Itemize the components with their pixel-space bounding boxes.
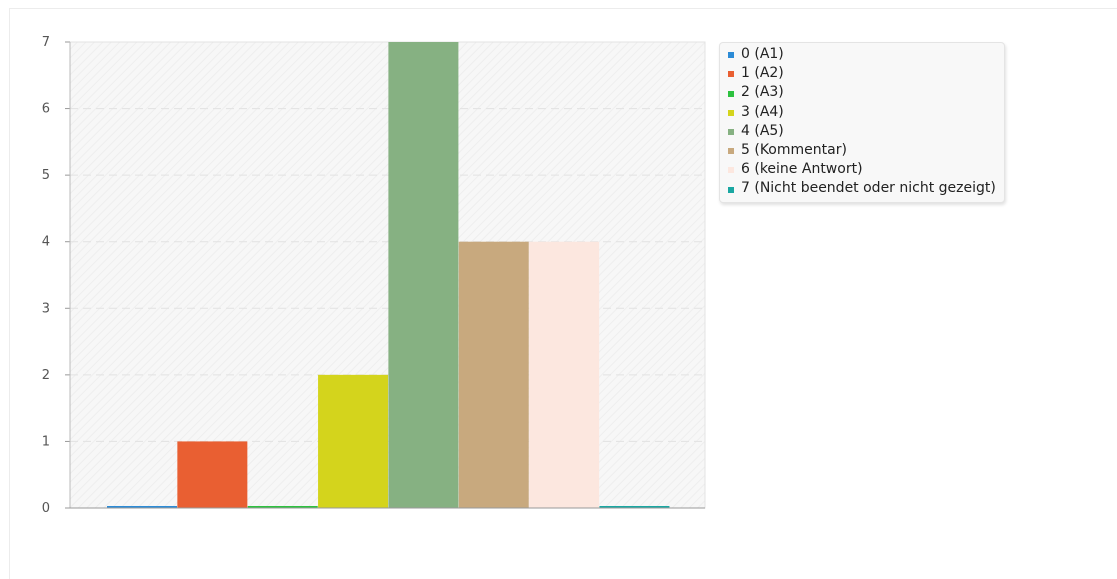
- legend-item[interactable]: 1 (A2): [728, 64, 996, 83]
- legend-label: 5 (Kommentar): [741, 142, 847, 159]
- legend-swatch: [728, 52, 734, 59]
- legend-item[interactable]: 7 (Nicht beendet oder nicht gezeigt): [728, 179, 996, 198]
- bar: [599, 506, 670, 509]
- legend-item[interactable]: 4 (A5): [728, 122, 996, 141]
- y-tick-label: 3: [42, 301, 50, 316]
- legend-swatch: [728, 109, 734, 116]
- bar: [388, 42, 459, 508]
- legend-item[interactable]: 3 (A4): [728, 103, 996, 122]
- y-tick-label: 2: [42, 368, 50, 383]
- bar: [107, 506, 177, 509]
- legend-label: 1 (A2): [741, 65, 784, 82]
- legend-swatch: [728, 148, 734, 155]
- bar: [458, 241, 529, 508]
- y-tick-label: 7: [42, 35, 50, 50]
- y-tick-label: 4: [42, 235, 50, 250]
- legend-label: 2 (A3): [741, 84, 784, 101]
- bar: [318, 374, 389, 508]
- bar: [247, 506, 318, 509]
- legend-label: 3 (A4): [741, 103, 784, 120]
- y-tick-label: 1: [42, 434, 50, 449]
- legend-item[interactable]: 2 (A3): [728, 83, 996, 102]
- legend-swatch: [728, 71, 734, 78]
- bar: [529, 241, 600, 508]
- legend-swatch: [728, 186, 734, 193]
- legend-label: 7 (Nicht beendet oder nicht gezeigt): [741, 180, 996, 197]
- legend-label: 6 (keine Antwort): [741, 161, 863, 178]
- legend-item[interactable]: 5 (Kommentar): [728, 141, 996, 160]
- chart-legend: 0 (A1) 1 (A2) 2 (A3) 3 (A4) 4 (A5) 5 (Komment…: [719, 42, 1005, 203]
- legend-item[interactable]: 6 (keine Antwort): [728, 160, 996, 179]
- y-tick-label: 5: [42, 168, 50, 183]
- legend-label: 0 (A1): [741, 46, 784, 62]
- legend-label: 4 (A5): [741, 122, 784, 139]
- bar: [177, 441, 248, 508]
- legend-swatch: [728, 90, 734, 97]
- legend-item[interactable]: 0 (A1): [728, 45, 996, 64]
- legend-swatch: [728, 167, 734, 174]
- y-tick-label: 0: [42, 501, 50, 516]
- y-tick-label: 6: [42, 102, 50, 117]
- legend-swatch: [728, 128, 734, 135]
